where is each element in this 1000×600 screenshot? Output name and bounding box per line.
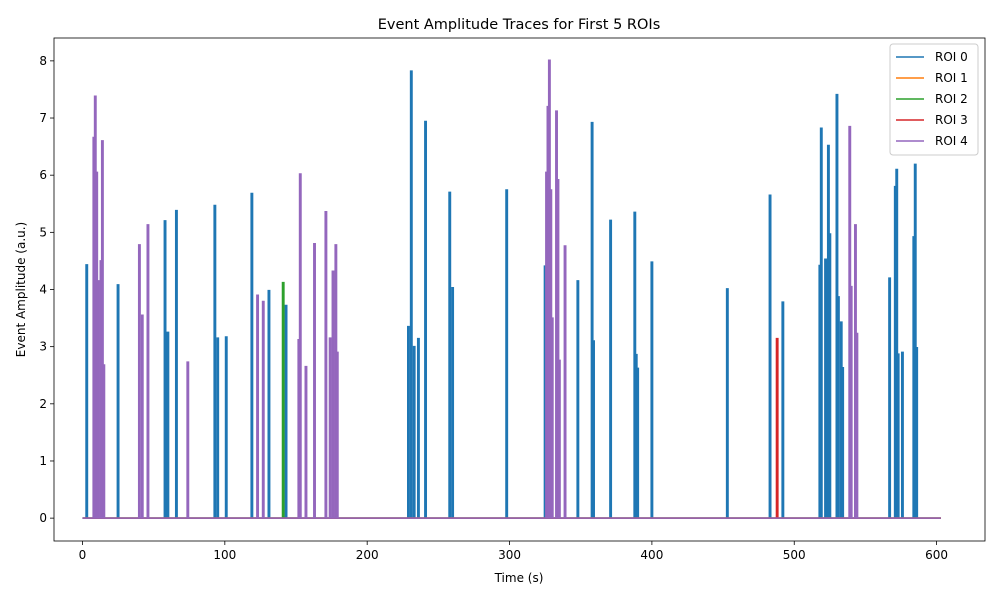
event-spike (100, 140, 104, 519)
y-tick-label: 0 (39, 511, 47, 525)
event-spike (407, 325, 410, 519)
event-spike (261, 300, 265, 519)
y-tick-label: 7 (39, 111, 47, 125)
event-spike (609, 219, 613, 519)
event-spike (298, 173, 302, 519)
legend-box (889, 43, 979, 156)
x-tick-label: 200 (356, 548, 379, 562)
legend-label: ROI 0 (935, 50, 968, 64)
y-tick-label: 2 (39, 397, 47, 411)
event-spike (85, 264, 89, 519)
event-spike (137, 244, 141, 519)
event-spike (324, 211, 328, 519)
event-spike (146, 224, 150, 519)
y-tick-label: 3 (39, 340, 47, 354)
y-axis-ticks: 0 1 2 3 4 5 6 7 8 (39, 54, 54, 525)
event-spike (855, 332, 859, 519)
legend: ROI 0 ROI 1 ROI 2 ROI 3 ROI 4 (889, 43, 979, 156)
event-spike (550, 317, 554, 519)
series-roi-4 (82, 59, 941, 519)
series-layer (82, 59, 941, 519)
y-tick-label: 5 (39, 225, 47, 239)
event-spike (557, 359, 561, 519)
event-spike (267, 289, 271, 519)
x-tick-label: 500 (783, 548, 806, 562)
event-spike (186, 361, 190, 519)
plot-area (54, 38, 985, 541)
event-spike (781, 301, 785, 519)
event-spike (256, 294, 260, 519)
y-tick-label: 4 (39, 283, 47, 297)
event-spike (424, 120, 428, 519)
event-spike (284, 304, 288, 519)
event-spike (841, 367, 845, 519)
x-tick-label: 400 (640, 548, 663, 562)
event-spike (556, 179, 560, 519)
event-spike (140, 314, 144, 519)
event-spike (819, 127, 823, 519)
event-spike (281, 281, 285, 519)
event-spike (224, 336, 228, 519)
event-spike (250, 192, 254, 519)
event-spike (768, 194, 772, 519)
event-spike (412, 345, 416, 519)
event-spike (451, 287, 455, 519)
legend-label: ROI 3 (935, 113, 968, 127)
event-spike (895, 168, 899, 519)
event-spike (849, 285, 853, 519)
event-spike (216, 337, 220, 519)
event-spike (900, 351, 904, 519)
legend-label: ROI 2 (935, 92, 968, 106)
x-tick-label: 100 (213, 548, 236, 562)
event-spike (836, 296, 840, 519)
event-spike (888, 277, 892, 519)
event-spike (636, 367, 640, 519)
legend-label: ROI 1 (935, 71, 968, 85)
event-spike (304, 365, 308, 519)
event-spike (328, 337, 332, 519)
event-spike (448, 191, 452, 519)
event-spike (505, 189, 509, 519)
event-spike (896, 353, 900, 519)
y-tick-label: 8 (39, 54, 47, 68)
event-spike (335, 351, 339, 519)
chart-title: Event Amplitude Traces for First 5 ROIs (378, 17, 661, 33)
event-spike (913, 163, 917, 519)
event-spike (313, 243, 316, 519)
event-spike (590, 121, 594, 519)
event-spike (163, 220, 167, 519)
event-spike (592, 340, 595, 519)
event-spike (416, 337, 420, 519)
legend-label: ROI 4 (935, 134, 968, 148)
x-axis-ticks: 0 100 200 300 400 500 600 (79, 541, 948, 562)
y-tick-label: 6 (39, 168, 47, 182)
event-spike (96, 280, 100, 519)
event-spike (102, 364, 106, 519)
event-spike (824, 258, 828, 519)
y-tick-label: 1 (39, 454, 47, 468)
event-spike (828, 233, 832, 519)
x-tick-label: 0 (79, 548, 87, 562)
event-spike (650, 261, 654, 519)
event-spike (331, 270, 335, 519)
event-spike (166, 331, 170, 519)
x-tick-label: 300 (498, 548, 521, 562)
series-roi-0 (82, 70, 941, 519)
event-spike (116, 284, 120, 519)
y-axis-label: Event Amplitude (a.u.) (14, 222, 28, 357)
x-tick-label: 600 (925, 548, 948, 562)
x-axis-label: Time (s) (494, 571, 544, 585)
event-spike (576, 280, 580, 519)
event-spike (563, 245, 567, 519)
event-spike (725, 288, 729, 519)
event-spike (915, 347, 919, 519)
event-spike (775, 337, 779, 519)
event-spike (409, 70, 413, 519)
event-spike (174, 209, 178, 519)
event-spike (213, 204, 217, 519)
